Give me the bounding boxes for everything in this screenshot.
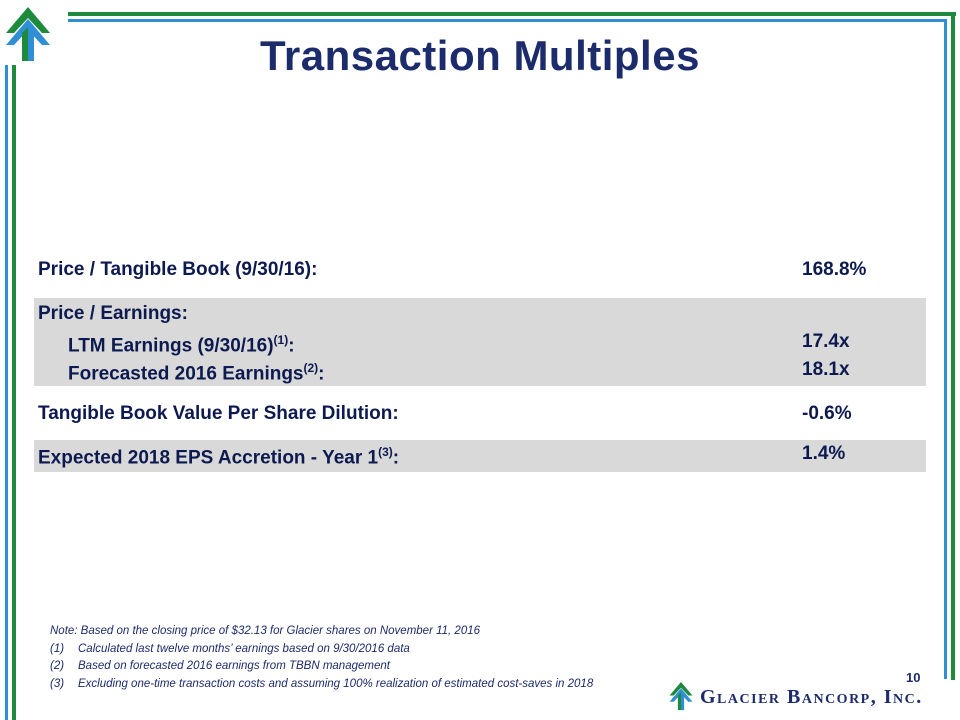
- row-value: -0.6%: [802, 403, 852, 425]
- row-value: 168.8%: [802, 259, 866, 281]
- frame-blue-right: [944, 19, 947, 679]
- footnote-ref: (1): [274, 333, 289, 347]
- row-value-forecast: 18.1x: [802, 359, 850, 381]
- table-row-eps-accretion: Expected 2018 EPS Accretion - Year 1(3):…: [34, 440, 926, 472]
- page-number: 10: [906, 670, 920, 685]
- footnote-1: (1) Calculated last twelve months’ earnin…: [50, 641, 593, 659]
- footnote-ref: (3): [378, 445, 393, 459]
- footnote-2: (2) Based on forecasted 2016 earnings fro…: [50, 658, 593, 676]
- frame-green-top: [68, 12, 956, 16]
- row-label: Expected 2018 EPS Accretion - Year 1(3):: [38, 445, 399, 469]
- footnote-ref: (2): [304, 361, 319, 375]
- multiples-table: Price / Tangible Book (9/30/16): 168.8% …: [34, 250, 926, 472]
- table-row-dilution: Tangible Book Value Per Share Dilution: …: [34, 396, 926, 432]
- sub-row-label-ltm: LTM Earnings (9/30/16)(1):: [68, 333, 295, 357]
- frame-green-left: [12, 65, 16, 720]
- note-main: Note: Based on the closing price of $32.…: [50, 623, 593, 641]
- frame-blue-left: [5, 65, 8, 720]
- brand-logo-icon: [668, 678, 694, 712]
- row-label: Price / Tangible Book (9/30/16):: [38, 259, 317, 281]
- sub-row-label-forecast: Forecasted 2016 Earnings(2):: [68, 361, 325, 385]
- row-value-ltm: 17.4x: [802, 331, 850, 353]
- frame-green-right: [951, 12, 955, 680]
- footnote-3: (3) Excluding one-time transaction costs …: [50, 676, 593, 694]
- table-row-price-earnings: Price / Earnings: LTM Earnings (9/30/16)…: [34, 298, 926, 386]
- table-row-price-tangible-book: Price / Tangible Book (9/30/16): 168.8%: [34, 250, 926, 290]
- row-label: Price / Earnings:: [38, 303, 188, 325]
- row-label: Tangible Book Value Per Share Dilution:: [38, 403, 399, 425]
- footnotes: Note: Based on the closing price of $32.…: [50, 623, 593, 693]
- row-value: 1.4%: [802, 443, 845, 465]
- page-title: Transaction Multiples: [0, 32, 960, 80]
- brand-name: Glacier Bancorp, Inc.: [700, 686, 923, 709]
- frame-blue-top: [68, 19, 946, 22]
